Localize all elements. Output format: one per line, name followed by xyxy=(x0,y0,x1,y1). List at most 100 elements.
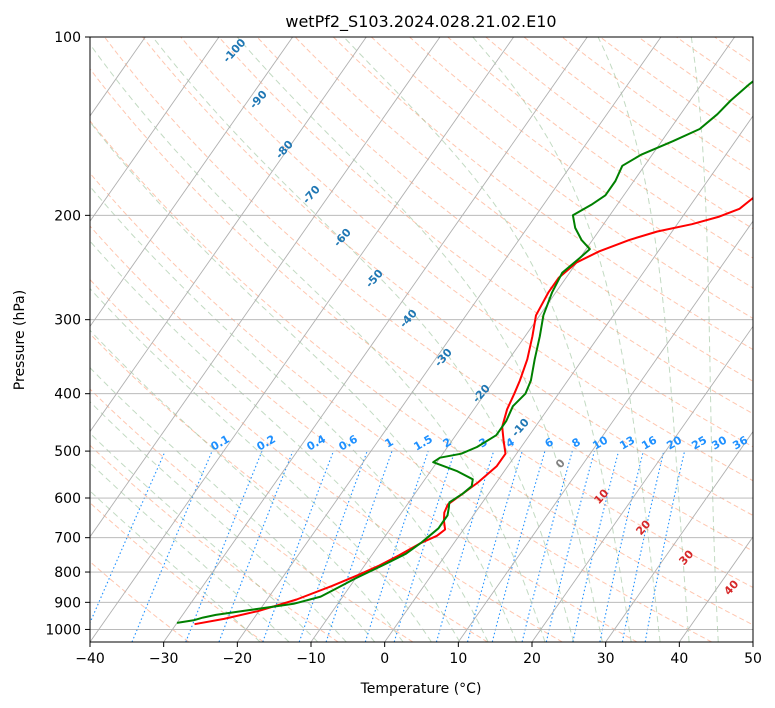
mixing-ratio-line xyxy=(545,450,595,642)
moist-adiabat-line xyxy=(90,287,432,642)
dry-adiabat-line xyxy=(409,37,753,289)
mixing-ratio-label: 0.6 xyxy=(337,432,361,453)
isotherm-line xyxy=(90,37,441,538)
chart-title: wetPf2_S103.2024.028.21.02.E10 xyxy=(285,12,556,32)
dry-adiabat-line xyxy=(676,37,753,91)
dry-adiabat-line xyxy=(561,37,753,173)
moist-adiabat-line xyxy=(597,37,690,642)
moist-adiabat-line xyxy=(90,462,290,642)
mixing-ratio-label: 8 xyxy=(570,435,583,450)
y-tick-label: 900 xyxy=(54,595,81,611)
x-tick-label: 20 xyxy=(523,651,541,667)
isotherm-line xyxy=(0,37,72,642)
moist-adiabat-line xyxy=(343,37,632,642)
x-tick-label: 0 xyxy=(380,651,389,667)
isotherm-line xyxy=(90,37,220,222)
dry-adiabat-line xyxy=(90,444,339,642)
moist-adiabat-line xyxy=(90,490,261,642)
mixing-ratio-line xyxy=(521,450,573,642)
y-tick-label: 700 xyxy=(54,531,81,547)
isotherm-line xyxy=(678,536,753,642)
dry-adiabat-line xyxy=(218,37,753,448)
y-tick-label: 600 xyxy=(54,491,81,507)
temperature-profile-line xyxy=(194,196,753,626)
isotherm-label: -80 xyxy=(273,138,296,162)
dry-adiabat-line xyxy=(90,225,638,642)
mixing-ratio-label: 16 xyxy=(639,433,659,452)
mixing-ratio-line xyxy=(325,450,393,642)
moist-adiabat-line xyxy=(90,401,347,642)
mixing-ratio-line xyxy=(644,450,686,642)
x-tick-label: −40 xyxy=(75,651,105,667)
dry-adiabat-line xyxy=(447,37,753,259)
isotherm-line xyxy=(90,37,514,642)
x-tick-label: −30 xyxy=(149,651,179,667)
mixing-ratio-label: 25 xyxy=(689,434,709,453)
mixing-ratio-label: 13 xyxy=(617,434,637,453)
dry-adiabat-line xyxy=(371,37,753,319)
dry-adiabat-line xyxy=(256,37,753,415)
isotherm-line xyxy=(90,37,293,328)
moist-adiabat-line xyxy=(90,43,546,642)
dry-adiabat-line xyxy=(90,278,563,642)
mixing-ratio-label: 20 xyxy=(664,433,684,452)
x-tick-label: −20 xyxy=(223,651,253,667)
isotherm-label: -50 xyxy=(363,267,386,291)
isotherm-line xyxy=(163,37,588,642)
dry-adiabat-line xyxy=(294,37,753,382)
mixing-ratio-line xyxy=(491,450,546,642)
x-tick-label: 10 xyxy=(449,651,467,667)
moist-adiabat-label: 40 xyxy=(721,577,741,597)
x-axis-title: Temperature (°C) xyxy=(360,681,482,697)
moist-adiabat-line xyxy=(690,37,719,642)
moist-adiabat-line xyxy=(90,121,517,642)
x-tick-label: 30 xyxy=(597,651,615,667)
dry-adiabat-line xyxy=(90,502,264,642)
mixing-ratio-label: 1.5 xyxy=(412,432,435,453)
isotherm-line xyxy=(384,115,753,642)
dry-adiabat-line xyxy=(90,333,488,642)
dry-adiabat-line xyxy=(485,37,753,230)
moist-adiabat-line xyxy=(90,367,376,642)
moist-adiabat-line xyxy=(152,37,575,642)
dry-adiabat-line xyxy=(90,120,753,626)
mixing-ratio-line xyxy=(435,450,495,642)
mixing-ratio-line xyxy=(621,450,665,642)
isotherm-line xyxy=(531,325,753,642)
dry-adiabat-line xyxy=(104,37,753,552)
dry-adiabat-line xyxy=(90,68,753,589)
mixing-ratio-line xyxy=(185,450,263,642)
moist-adiabat-line xyxy=(236,37,603,642)
isotherm-label: -20 xyxy=(470,382,493,406)
y-tick-label: 400 xyxy=(54,387,81,403)
dry-adiabat-line xyxy=(332,37,753,351)
moist-adiabat-line xyxy=(90,185,489,642)
moist-adiabat-line xyxy=(472,37,661,642)
y-tick-label: 500 xyxy=(54,444,81,460)
plot-frame xyxy=(89,36,754,643)
y-tick-label: 300 xyxy=(54,313,81,329)
isotherm-label: -60 xyxy=(331,226,354,250)
mixing-ratio-line xyxy=(131,450,213,642)
x-tick-label: −10 xyxy=(296,651,326,667)
y-tick-label: 800 xyxy=(54,565,81,581)
isotherm-label: -40 xyxy=(397,307,420,331)
isotherm-label: -90 xyxy=(247,88,270,112)
x-tick-label: 50 xyxy=(744,651,762,667)
y-axis-title: Pressure (hPa) xyxy=(12,290,28,390)
x-tick-label: 40 xyxy=(670,651,688,667)
dry-adiabat-line xyxy=(90,388,414,642)
dry-adiabat-line xyxy=(638,37,753,118)
mixing-ratio-label: 30 xyxy=(709,433,729,452)
isotherm-line xyxy=(310,37,735,642)
moist-adiabat-label: 30 xyxy=(676,547,696,567)
isotherm-line xyxy=(90,37,367,433)
isotherm-label: -100 xyxy=(220,36,248,65)
dewpoint-profile-line xyxy=(176,80,753,624)
y-tick-label: 200 xyxy=(54,208,81,224)
mixing-ratio-label: 6 xyxy=(543,435,556,450)
mixing-ratio-line xyxy=(298,450,368,642)
y-tick-label: 100 xyxy=(54,30,81,46)
isotherm-line xyxy=(457,220,753,642)
